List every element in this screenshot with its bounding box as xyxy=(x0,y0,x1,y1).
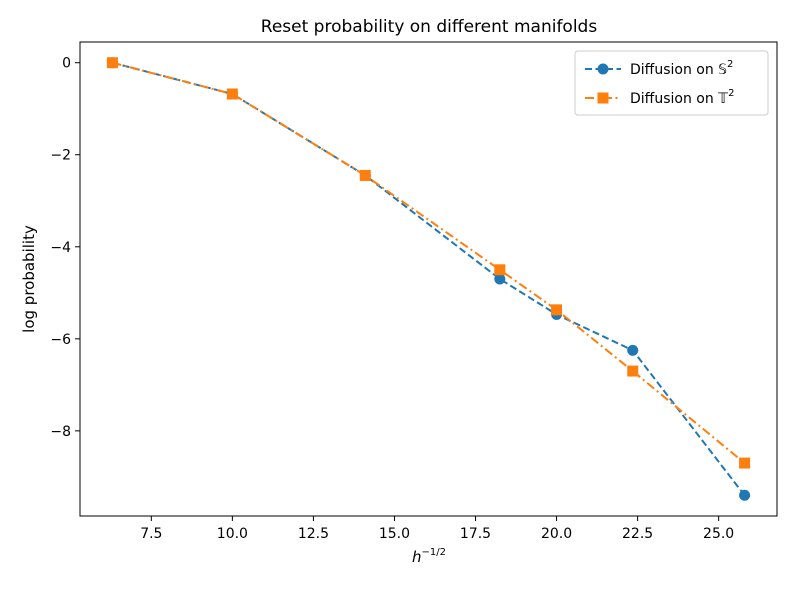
y-tick-label: −4 xyxy=(50,240,71,256)
y-tick-label: −6 xyxy=(50,332,71,348)
x-tick-label: 20.0 xyxy=(541,526,572,542)
x-tick-label: 22.5 xyxy=(622,526,653,542)
series-2 xyxy=(106,57,751,469)
data-point xyxy=(739,457,751,469)
legend-box xyxy=(574,50,769,116)
data-point xyxy=(226,88,238,100)
y-tick-label: −8 xyxy=(50,424,71,440)
legend-label: Diffusion on 𝕋2 xyxy=(630,88,734,107)
legend-marker xyxy=(597,63,609,75)
x-axis-label-exponent: −1/2 xyxy=(422,547,446,558)
x-tick-label: 25.0 xyxy=(703,526,734,542)
x-axis-label-base: h xyxy=(412,548,422,566)
y-tick-label: 0 xyxy=(62,56,71,72)
legend-label: Diffusion on 𝕊2 xyxy=(630,59,733,78)
legend: Diffusion on 𝕊2 Diffusion on 𝕋2 xyxy=(574,50,769,116)
x-tick-label: 7.5 xyxy=(140,526,162,542)
x-axis-label: h−1/2 xyxy=(412,547,446,566)
plot-frame xyxy=(79,41,778,517)
x-tick-label: 15.0 xyxy=(379,526,410,542)
legend-marker xyxy=(597,92,609,104)
chart-title: Reset probability on different manifolds xyxy=(261,17,598,37)
data-point xyxy=(359,169,371,181)
x-tick-label: 10.0 xyxy=(217,526,248,542)
x-tick-label: 12.5 xyxy=(298,526,329,542)
data-point xyxy=(106,57,118,69)
y-tick-label: −2 xyxy=(50,148,71,164)
data-point xyxy=(551,304,563,316)
data-point xyxy=(494,264,506,276)
data-point xyxy=(494,273,506,285)
data-point xyxy=(627,344,639,356)
x-tick-label: 17.5 xyxy=(460,526,491,542)
legend-entry-2: Diffusion on 𝕋2 xyxy=(585,88,734,107)
data-point xyxy=(627,365,639,377)
legend-entry-1: Diffusion on 𝕊2 xyxy=(585,59,733,78)
data-point xyxy=(739,489,751,501)
y-axis-label: log probability xyxy=(20,225,38,333)
